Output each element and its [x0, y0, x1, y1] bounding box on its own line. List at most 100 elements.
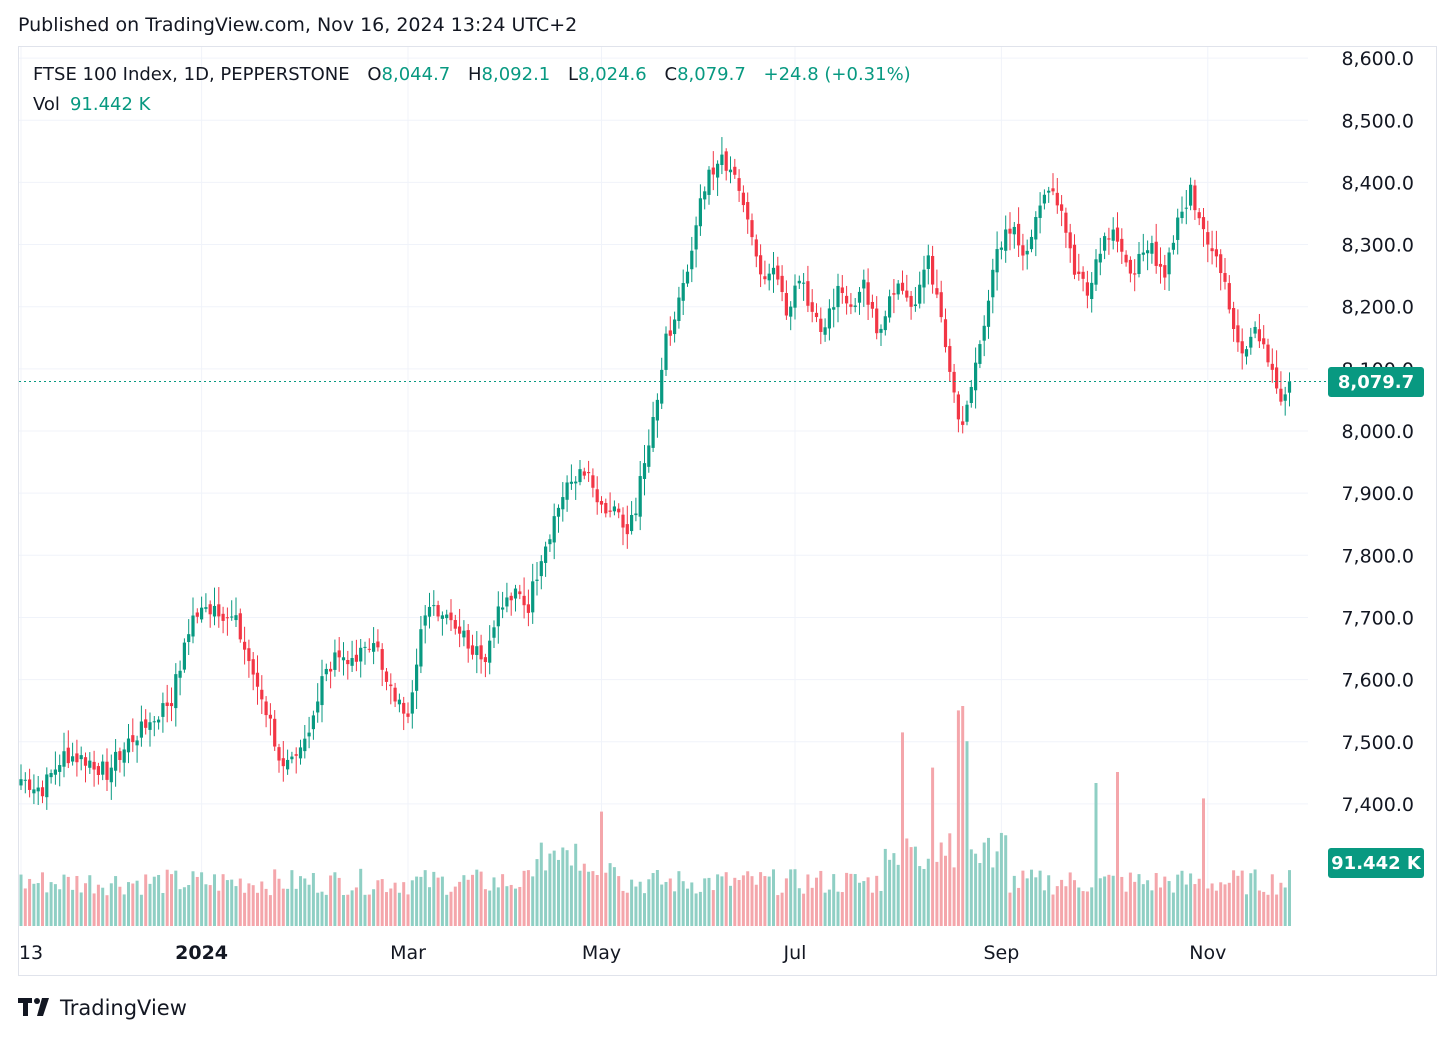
volume-bar [862, 881, 866, 926]
candle-body [836, 285, 840, 308]
candle-body [1064, 212, 1068, 233]
candle-body [1077, 271, 1081, 275]
volume-bar [548, 853, 552, 926]
candle-body [578, 469, 582, 483]
candle-body [88, 760, 92, 768]
volume-bar [1253, 869, 1257, 926]
volume-bar [552, 850, 556, 926]
candle-body [397, 699, 401, 705]
candle-body [1266, 344, 1270, 363]
volume-bar [763, 876, 767, 926]
volume-label[interactable]: Vol [33, 94, 60, 115]
volume-bar [1227, 882, 1231, 926]
candle-body [642, 463, 647, 479]
candle-body [195, 612, 199, 617]
volume-bar [342, 894, 345, 926]
volume-bar [28, 878, 32, 926]
volume-bar [251, 885, 255, 926]
last-price-tag: 8,079.7 [1328, 367, 1424, 397]
volume-bar [157, 874, 161, 926]
volume-bar [707, 877, 711, 926]
volume-bar [230, 879, 234, 926]
volume-bar [234, 886, 238, 926]
candle-body [208, 604, 212, 615]
volume-bar [789, 869, 793, 926]
volume-bar [810, 887, 814, 926]
candle-body [354, 654, 358, 662]
candle-body [1270, 363, 1274, 370]
volume-bar [694, 893, 698, 926]
volume-bar [380, 879, 384, 926]
volume-bar [926, 858, 930, 926]
volume-bar [385, 892, 388, 926]
candle-body [161, 703, 165, 717]
volume-bar [974, 853, 978, 926]
candle-body [58, 765, 62, 772]
volume-bar [595, 874, 599, 926]
volume-bar [299, 876, 302, 926]
candle-body [1189, 184, 1193, 206]
volume-bar [729, 885, 732, 926]
volume-bar [1137, 874, 1141, 926]
volume-bar [673, 891, 677, 926]
volume-bar [741, 875, 745, 926]
volume-bar [677, 871, 681, 926]
volume-bar [625, 892, 629, 926]
volume-bar [114, 876, 118, 926]
volume-bar [118, 886, 122, 926]
candle-body [918, 284, 922, 304]
volume-bar [544, 870, 548, 926]
candle-body [281, 758, 285, 767]
volume-bar [1116, 772, 1119, 926]
tradingview-logo[interactable]: TradingView [18, 996, 187, 1020]
candle-body [1017, 223, 1021, 246]
candle-body [982, 325, 986, 341]
candle-body [797, 280, 801, 284]
volume-bar [363, 894, 367, 926]
symbol-title[interactable]: FTSE 100 Index, 1D, PEPPERSTONE [33, 64, 350, 85]
candle-body [875, 308, 879, 334]
candle-body [991, 269, 995, 298]
candle-body [733, 166, 737, 175]
candle-body [771, 267, 776, 275]
y-axis-tick-label: 8,500.0 [1341, 110, 1414, 132]
candle-body [1262, 338, 1266, 345]
candle-body [974, 362, 978, 391]
volume-bar [1146, 880, 1150, 926]
volume-bar [634, 886, 638, 926]
candle-body [681, 283, 685, 301]
candle-body [789, 306, 793, 317]
candle-body [1004, 229, 1008, 251]
candle-body [1042, 194, 1046, 204]
volume-bar [1090, 887, 1094, 926]
candle-body [655, 399, 659, 421]
candle-body [501, 607, 505, 610]
candle-body [621, 514, 625, 528]
candle-body [518, 591, 522, 595]
candle-body [427, 606, 432, 617]
volume-bar [858, 882, 861, 926]
candle-body [341, 657, 346, 661]
x-axis-tick-label: Sep [983, 942, 1019, 964]
candle-body [415, 664, 419, 691]
volume-bar [1266, 894, 1270, 926]
volume-bar [901, 732, 904, 926]
candle-body [458, 626, 462, 634]
volume-bar [329, 875, 333, 926]
candle-body [913, 304, 917, 307]
candle-body [883, 316, 887, 331]
volume-bar [1197, 878, 1201, 926]
low-value: 8,024.6 [578, 64, 647, 85]
volume-bar [784, 878, 788, 926]
chart-frame[interactable] [18, 46, 1437, 976]
candle-body [238, 613, 242, 640]
candle-body [1279, 388, 1283, 402]
candle-body [277, 747, 281, 761]
volume-legend: Vol 91.442 K [33, 94, 150, 115]
volume-bar [509, 884, 513, 926]
candle-body [754, 239, 758, 257]
volume-bar [471, 874, 474, 926]
volume-bar [655, 870, 659, 926]
volume-bar [1085, 891, 1089, 926]
